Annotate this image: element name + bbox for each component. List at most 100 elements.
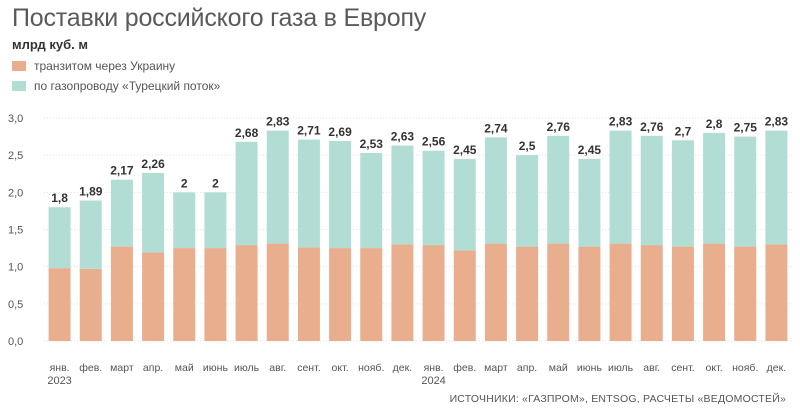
- total-label: 2,53: [360, 137, 384, 151]
- bar-segment-turkstream: [204, 192, 227, 249]
- x-tick-label: нояб.: [732, 362, 758, 374]
- total-label: 2,69: [328, 125, 352, 139]
- bar-segment-ukraine: [547, 243, 570, 341]
- x-tick-label: июль: [608, 362, 634, 374]
- bar-segment-turkstream: [422, 150, 445, 246]
- x-tick-label: окт.: [332, 362, 349, 374]
- bar-segment-ukraine: [329, 248, 352, 341]
- total-label: 2,45: [453, 143, 477, 157]
- total-label: 2,83: [765, 115, 789, 129]
- source-note: ИСТОЧНИКИ: «ГАЗПРОМ», ENTSOG, РАСЧЕТЫ «В…: [449, 393, 786, 405]
- total-label: 2,63: [391, 130, 415, 144]
- bar-segment-ukraine: [173, 248, 196, 341]
- bar-segment-turkstream: [640, 135, 663, 246]
- bar-segment-ukraine: [484, 243, 507, 341]
- x-tick-label: июнь: [203, 362, 229, 374]
- x-tick-label: фев.: [453, 362, 476, 374]
- total-label: 2,83: [609, 115, 633, 129]
- bar-segment-turkstream: [484, 137, 507, 244]
- y-tick-label: 3,0: [8, 113, 23, 125]
- x-tick-label: июль: [234, 362, 260, 374]
- bar-segment-ukraine: [734, 246, 757, 341]
- bar-segment-ukraine: [765, 244, 788, 341]
- bar-segment-turkstream: [391, 145, 414, 245]
- x-tick-label: май: [549, 362, 568, 374]
- y-tick-label: 0,5: [8, 299, 23, 311]
- total-label: 2,74: [484, 121, 508, 135]
- bar-segment-ukraine: [516, 246, 539, 341]
- total-label: 2,75: [734, 121, 758, 135]
- bar-segment-ukraine: [453, 250, 476, 341]
- bar-segment-turkstream: [329, 141, 352, 249]
- bar-segment-ukraine: [266, 243, 289, 341]
- x-tick-label: янв.: [424, 362, 444, 374]
- x-tick-label: июнь: [577, 362, 603, 374]
- total-label: 2: [181, 176, 188, 190]
- total-label: 2,7: [675, 124, 692, 138]
- bar-segment-ukraine: [391, 244, 414, 341]
- bar-segment-turkstream: [266, 130, 289, 244]
- bar-segment-turkstream: [578, 158, 601, 247]
- bar-segment-turkstream: [173, 192, 196, 249]
- bar-segment-turkstream: [79, 200, 102, 269]
- y-tick-label: 2,5: [8, 150, 23, 162]
- total-label: 2,71: [297, 124, 321, 138]
- bar-segment-ukraine: [703, 243, 726, 341]
- bar-segment-ukraine: [609, 243, 632, 341]
- legend: транзитом через Украину по газопроводу «…: [12, 56, 220, 96]
- bar-segment-ukraine: [48, 268, 71, 341]
- total-label: 2,26: [141, 157, 165, 171]
- legend-label-turkstream: по газопроводу «Турецкий поток»: [34, 79, 221, 93]
- bar-segment-ukraine: [235, 245, 258, 341]
- legend-item-turkstream: по газопроводу «Турецкий поток»: [12, 76, 220, 96]
- legend-swatch-ukraine: [12, 61, 26, 71]
- x-tick-label: фев.: [79, 362, 102, 374]
- bar-segment-turkstream: [360, 152, 383, 249]
- x-tick-label: нояб.: [358, 362, 384, 374]
- bar-segment-turkstream: [297, 139, 320, 248]
- x-tick-label: сент.: [671, 362, 694, 374]
- total-label: 2,5: [519, 139, 536, 153]
- bar-segment-turkstream: [547, 135, 570, 244]
- x-tick-label: дек.: [393, 362, 412, 374]
- bar-segment-ukraine: [204, 248, 227, 341]
- bar-segment-ukraine: [578, 246, 601, 341]
- total-label: 2,8: [706, 117, 723, 131]
- bar-segment-turkstream: [765, 130, 788, 245]
- bar-segment-ukraine: [110, 246, 133, 341]
- bar-segment-turkstream: [110, 179, 133, 247]
- bar-segment-ukraine: [640, 245, 663, 341]
- x-tick-label: апр.: [143, 362, 163, 374]
- bar-segment-ukraine: [671, 246, 694, 341]
- legend-label-ukraine: транзитом через Украину: [34, 59, 176, 73]
- x-tick-label: авг.: [269, 362, 286, 374]
- x-tick-label: сент.: [297, 362, 320, 374]
- total-label: 2,76: [640, 120, 664, 134]
- y-tick-label: 0,0: [8, 336, 23, 348]
- x-tick-label: май: [175, 362, 194, 374]
- year-label: 2023: [47, 375, 71, 387]
- total-label: 1,8: [51, 191, 68, 205]
- bar-segment-turkstream: [516, 155, 539, 247]
- x-tick-label: авг.: [643, 362, 660, 374]
- x-tick-label: янв.: [50, 362, 70, 374]
- bar-segment-turkstream: [142, 173, 165, 253]
- total-label: 2,68: [235, 126, 259, 140]
- x-tick-label: март: [110, 362, 134, 374]
- x-tick-label: окт.: [706, 362, 723, 374]
- unit-label: млрд куб. м: [12, 37, 88, 52]
- total-label: 2,17: [110, 164, 134, 178]
- bar-segment-turkstream: [734, 136, 757, 247]
- chart-title: Поставки российского газа в Европу: [12, 4, 427, 32]
- bar-segment-turkstream: [235, 141, 258, 246]
- y-tick-label: 2,0: [8, 187, 23, 199]
- bar-segment-turkstream: [703, 132, 726, 244]
- bar-segment-ukraine: [79, 268, 102, 341]
- y-tick-label: 1,0: [8, 262, 23, 274]
- total-label: 2,45: [578, 143, 602, 157]
- x-tick-label: март: [484, 362, 508, 374]
- y-tick-label: 1,5: [8, 225, 23, 237]
- total-label: 2: [212, 176, 219, 190]
- year-label: 2024: [421, 375, 445, 387]
